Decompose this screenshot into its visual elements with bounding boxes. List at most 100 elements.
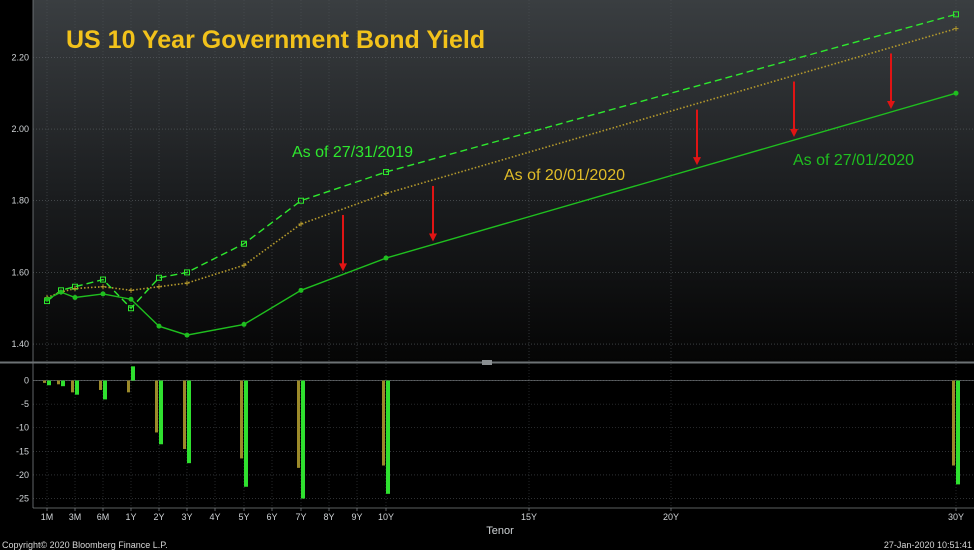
data-point-circle	[184, 332, 190, 338]
x-tick-label: 30Y	[948, 512, 964, 522]
y-axis-lower: 0 -5 -10 -15 -20 -25	[16, 376, 29, 504]
x-tick-label: 8Y	[323, 512, 334, 522]
panel-divider-handle[interactable]	[482, 360, 492, 365]
data-point-circle	[100, 291, 106, 297]
bar-vs-27-31-2019	[61, 380, 65, 387]
data-point-circle	[298, 287, 304, 293]
bar-vs-27-31-2019	[244, 380, 248, 487]
data-point-square	[184, 269, 190, 276]
timestamp-text: 27-Jan-2020 10:51:41	[884, 540, 972, 550]
y-tick-label-lower: -20	[16, 470, 29, 480]
bar-vs-27-31-2019	[131, 366, 135, 381]
series-lines	[44, 11, 959, 338]
data-point-circle	[58, 289, 64, 295]
bar-vs-27-31-2019	[956, 380, 960, 485]
x-tick-label: 3M	[69, 512, 82, 522]
x-tick-label: 2Y	[153, 512, 164, 522]
y-tick-label: 1.60	[11, 267, 29, 277]
change-bars	[43, 366, 960, 499]
data-point-circle	[241, 321, 247, 327]
lower-panel-background	[33, 364, 974, 508]
bar-vs-20-01-2020	[99, 380, 102, 390]
y-axis-upper: 1.40 1.60 1.80 2.00 2.20	[11, 52, 29, 349]
bar-vs-27-31-2019	[187, 380, 191, 464]
bar-vs-20-01-2020	[155, 380, 158, 433]
data-point-star	[72, 286, 78, 292]
annotation-27-31-2019: As of 27/31/2019	[292, 144, 413, 161]
bar-vs-20-01-2020	[952, 380, 955, 466]
x-axis-label: Tenor	[486, 525, 514, 537]
bar-vs-27-31-2019	[159, 380, 163, 445]
data-point-square	[298, 197, 304, 204]
bar-vs-20-01-2020	[297, 380, 300, 468]
y-tick-label-lower: -15	[16, 446, 29, 456]
series-line-1	[46, 27, 957, 299]
y-tick-label-lower: -10	[16, 423, 29, 433]
bar-vs-20-01-2020	[71, 380, 74, 393]
data-point-square	[156, 274, 162, 281]
decline-arrow-head	[339, 263, 347, 272]
y-tick-label: 1.40	[11, 339, 29, 349]
x-tick-label: 1M	[41, 512, 54, 522]
y-tick-label: 2.00	[11, 124, 29, 134]
x-tick-label: 20Y	[663, 512, 679, 522]
data-point-circle	[156, 323, 162, 329]
annotation-27-01-2020: As of 27/01/2020	[793, 152, 914, 169]
data-point-star	[128, 287, 134, 293]
x-tick-label: 7Y	[295, 512, 306, 522]
data-point-circle	[128, 296, 134, 302]
copyright-text: Copyright© 2020 Bloomberg Finance L.P.	[2, 540, 168, 550]
upper-panel-background	[33, 0, 974, 362]
bar-vs-27-31-2019	[75, 380, 79, 395]
x-tick-label: 5Y	[238, 512, 249, 522]
y-tick-label: 1.80	[11, 196, 29, 206]
data-point-star	[298, 221, 304, 227]
y-tick-label: 2.20	[11, 52, 29, 62]
series-line-0	[46, 13, 957, 310]
data-point-square	[383, 169, 389, 176]
y-tick-label-lower: -25	[16, 494, 29, 504]
decline-arrow-head	[693, 157, 701, 166]
data-point-star	[100, 284, 106, 290]
decline-arrow-head	[887, 100, 895, 109]
bar-vs-20-01-2020	[57, 380, 60, 385]
x-tick-label: 4Y	[209, 512, 220, 522]
data-point-circle	[44, 296, 50, 302]
data-point-star	[184, 280, 190, 286]
data-point-star	[241, 262, 247, 268]
decline-arrow-head	[429, 233, 437, 242]
data-point-circle	[953, 90, 959, 96]
decline-arrows	[339, 53, 895, 272]
chart-title: US 10 Year Government Bond Yield	[66, 26, 485, 54]
data-point-square	[100, 276, 106, 283]
data-point-square	[241, 240, 247, 247]
x-tick-label: 15Y	[521, 512, 537, 522]
y-tick-label-lower: 0	[24, 376, 29, 386]
bar-vs-20-01-2020	[43, 380, 46, 383]
x-tick-label: 6M	[97, 512, 110, 522]
x-tick-label: 6Y	[266, 512, 277, 522]
annotation-20-01-2020: As of 20/01/2020	[504, 167, 625, 184]
bar-vs-27-31-2019	[301, 380, 305, 499]
data-point-star	[156, 284, 162, 290]
bar-vs-20-01-2020	[382, 380, 385, 466]
bar-vs-27-31-2019	[47, 380, 51, 386]
x-axis: 1M 3M 6M 1Y 2Y 3Y 4Y 5Y 6Y 7Y 8Y 9Y 10Y 15Y 20Y 30Y	[41, 508, 964, 522]
data-point-star	[953, 26, 959, 32]
x-tick-label: 3Y	[181, 512, 192, 522]
data-point-square	[128, 305, 134, 312]
data-point-star	[383, 191, 389, 197]
data-point-square	[953, 11, 959, 18]
decline-arrow-head	[790, 129, 798, 138]
x-tick-label: 1Y	[125, 512, 136, 522]
y-tick-label-lower: -5	[21, 399, 29, 409]
bar-vs-20-01-2020	[240, 380, 243, 459]
bar-vs-20-01-2020	[127, 380, 130, 393]
x-tick-label: 10Y	[378, 512, 394, 522]
x-tick-label: 9Y	[351, 512, 362, 522]
bar-vs-20-01-2020	[183, 380, 186, 449]
bar-vs-27-31-2019	[386, 380, 390, 494]
data-point-circle	[383, 255, 389, 261]
data-point-circle	[72, 294, 78, 300]
